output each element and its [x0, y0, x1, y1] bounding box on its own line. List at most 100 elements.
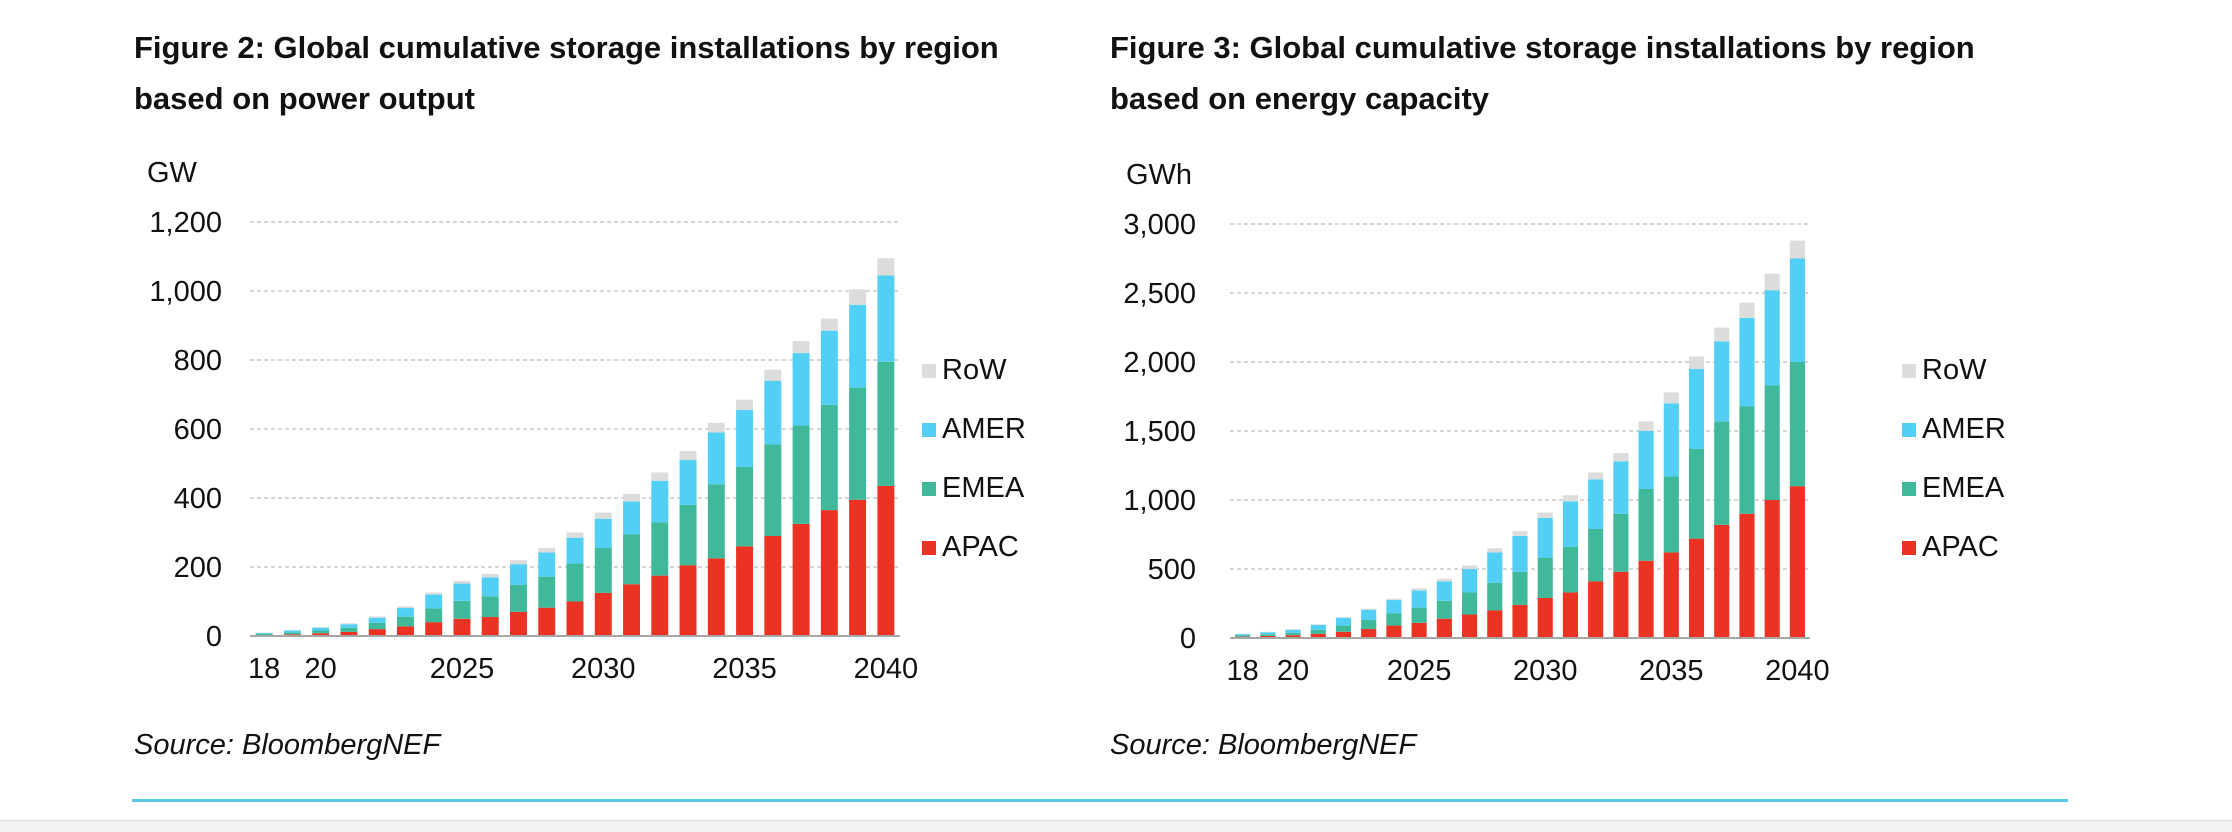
y-tick-label: 500 — [1148, 554, 1196, 586]
bar-segment-apac-2028 — [538, 608, 555, 636]
legend-swatch-apac — [1902, 541, 1916, 555]
bar-segment-amer-2025 — [1412, 590, 1427, 607]
bar-segment-row-2029 — [567, 533, 584, 538]
bar-segment-row-2024 — [425, 593, 442, 595]
bar-segment-emea-2024 — [1386, 613, 1401, 625]
bar-segment-emea-2037 — [1714, 421, 1729, 524]
bar-segment-emea-2026 — [1437, 601, 1452, 619]
figure-2: Figure 2: Global cumulative storage inst… — [134, 0, 1114, 790]
x-tick-label: 2035 — [1639, 655, 1704, 687]
bar-segment-emea-2032 — [651, 522, 668, 575]
bar-segment-emea-2039 — [849, 388, 866, 500]
legend-swatch-emea — [1902, 482, 1916, 496]
bar-segment-emea-2018 — [1235, 636, 1250, 637]
legend-label-amer: AMER — [1922, 413, 2006, 445]
bar-segment-row-2026 — [1437, 579, 1452, 582]
bar-segment-emea-2021 — [1311, 630, 1326, 634]
bar-segment-emea-2023 — [397, 617, 414, 627]
bar-segment-amer-2038 — [1739, 318, 1754, 406]
bar-segment-emea-2027 — [510, 585, 527, 612]
bar-segment-apac-2036 — [764, 536, 781, 636]
y-tick-label: 200 — [174, 552, 222, 584]
bar-segment-amer-2028 — [1487, 552, 1502, 582]
bar-segment-apac-2036 — [1689, 539, 1704, 638]
legend-label-row: RoW — [942, 354, 1007, 386]
bar-segment-amer-2023 — [397, 608, 414, 617]
bar-segment-row-2026 — [482, 574, 499, 577]
bar-segment-emea-2038 — [821, 405, 838, 510]
bar-segment-emea-2036 — [1689, 449, 1704, 539]
bar-segment-amer-2028 — [538, 553, 555, 577]
bar-segment-apac-2029 — [567, 602, 584, 637]
bar-segment-emea-2040 — [1790, 362, 1805, 486]
y-axis-unit-label: GW — [147, 157, 198, 189]
bar-segment-apac-2039 — [849, 500, 866, 636]
bar-segment-amer-2021 — [1311, 625, 1326, 630]
bar-segment-amer-2037 — [793, 353, 810, 425]
bar-segment-row-2038 — [1739, 303, 1754, 318]
x-tick-label: 2025 — [1387, 655, 1452, 687]
bar-segment-row-2039 — [1765, 274, 1780, 291]
bar-segment-row-2025 — [453, 581, 470, 584]
bar-segment-row-2036 — [1689, 356, 1704, 368]
bar-segment-row-2027 — [1462, 566, 1477, 569]
bar-segment-amer-2024 — [425, 595, 442, 609]
bar-segment-emea-2018 — [256, 634, 273, 635]
y-tick-label: 2,000 — [1123, 347, 1196, 379]
bar-segment-amer-2033 — [1613, 461, 1628, 513]
bar-segment-emea-2036 — [764, 445, 781, 536]
bar-segment-emea-2019 — [284, 633, 301, 635]
bar-segment-row-2039 — [849, 289, 866, 305]
bar-segment-amer-2039 — [849, 305, 866, 388]
bar-segment-apac-2029 — [1512, 605, 1527, 638]
bar-segment-emea-2024 — [425, 608, 442, 622]
legend-swatch-row — [922, 364, 936, 378]
bar-segment-apac-2038 — [1739, 514, 1754, 638]
bar-segment-apac-2023 — [1361, 629, 1376, 638]
x-tick-label: 2040 — [854, 653, 919, 685]
bar-segment-amer-2022 — [369, 618, 386, 623]
bar-segment-amer-2022 — [1336, 618, 1351, 626]
legend-label-amer: AMER — [942, 413, 1026, 445]
bar-segment-row-2020 — [312, 627, 329, 628]
legend-swatch-row — [1902, 364, 1916, 378]
bar-segment-amer-2029 — [1512, 536, 1527, 572]
bar-segment-amer-2040 — [877, 275, 894, 361]
bar-segment-row-2028 — [1487, 548, 1502, 552]
bar-segment-apac-2032 — [1588, 581, 1603, 638]
bar-segment-apac-2023 — [397, 626, 414, 636]
legend-label-emea: EMEA — [942, 472, 1025, 504]
bar-segment-row-2034 — [708, 423, 725, 433]
bar-segment-row-2029 — [1512, 531, 1527, 536]
legend-label-apac: APAC — [942, 531, 1019, 563]
legend-swatch-amer — [922, 423, 936, 437]
bar-segment-row-2032 — [1588, 472, 1603, 479]
bar-segment-apac-2039 — [1765, 500, 1780, 638]
bar-segment-apac-2037 — [793, 524, 810, 636]
y-tick-label: 600 — [174, 414, 222, 446]
bar-segment-apac-2038 — [821, 510, 838, 636]
bar-segment-emea-2035 — [1664, 477, 1679, 553]
bar-segment-emea-2040 — [877, 362, 894, 486]
bar-segment-apac-2037 — [1714, 525, 1729, 638]
bar-segment-apac-2026 — [1437, 619, 1452, 638]
x-tick-label: 2035 — [712, 653, 777, 685]
bar-segment-amer-2027 — [510, 564, 527, 585]
bar-segment-amer-2019 — [1260, 632, 1275, 634]
y-tick-label: 800 — [174, 345, 222, 377]
bar-segment-amer-2039 — [1765, 290, 1780, 385]
bar-segment-emea-2023 — [1361, 620, 1376, 629]
bar-segment-row-2040 — [877, 258, 894, 275]
bar-segment-amer-2035 — [736, 410, 753, 467]
bar-segment-emea-2032 — [1588, 529, 1603, 581]
bar-segment-amer-2025 — [453, 584, 470, 601]
bar-segment-row-2030 — [595, 512, 612, 518]
bar-segment-emea-2029 — [1512, 572, 1527, 605]
bar-segment-emea-2026 — [482, 596, 499, 617]
bar-segment-row-2032 — [651, 472, 668, 480]
bar-segment-apac-2027 — [510, 612, 527, 636]
bar-segment-row-2035 — [1664, 392, 1679, 403]
bar-segment-row-2031 — [623, 494, 640, 502]
bar-segment-row-2037 — [1714, 328, 1729, 342]
